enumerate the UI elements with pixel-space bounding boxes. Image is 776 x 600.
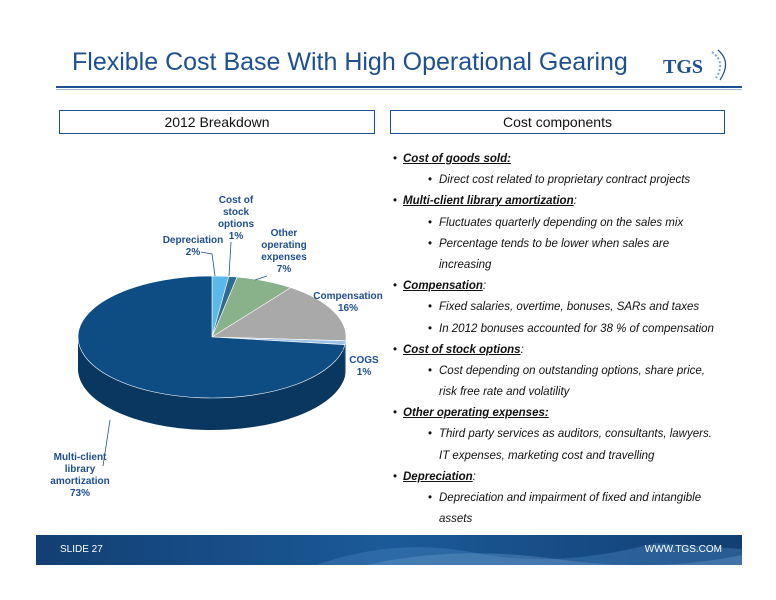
- label-other-operating: Other operating expenses 7%: [261, 228, 307, 275]
- sub-bullet: Third party services as auditors, consul…: [393, 424, 743, 445]
- label-compensation: Compensation 16%: [313, 291, 383, 314]
- leader-stock-options: [228, 241, 232, 277]
- website-url: WWW.TGS.COM: [644, 544, 722, 555]
- leader-multi-client: [102, 419, 111, 467]
- label-cogs: COGS 1%: [349, 355, 379, 378]
- sub-bullet: Depreciation and impairment of fixed and…: [393, 488, 743, 509]
- sub-bullet: Cost depending on outstanding options, s…: [393, 361, 743, 382]
- bullet-mcla: Multi-client library amortization:: [393, 191, 743, 212]
- title-rule: [56, 86, 742, 88]
- logo-text: TGS: [663, 56, 703, 78]
- label-multi-client: Multi-client library amortization 73%: [50, 452, 110, 499]
- sub-bullet-continuation: increasing: [439, 258, 492, 271]
- leader-depreciation: [200, 251, 216, 277]
- sub-bullet-continuation: IT expenses, marketing cost and travelli…: [439, 449, 655, 462]
- footer-background: [36, 535, 742, 565]
- label-stock-options: Cost of stock options 1%: [217, 195, 255, 242]
- tgs-logo: TGS: [663, 49, 727, 81]
- pie-slice-compensation: [211, 287, 347, 342]
- sub-bullet: In 2012 bonuses accounted for 38 % of co…: [393, 319, 743, 340]
- bullet-compensation: Compensation:: [393, 276, 743, 297]
- pie-slice-multi-client-library-amortization: [77, 275, 346, 399]
- components-label: Cost components: [503, 114, 612, 130]
- sub-bullet: Fluctuates quarterly depending on the sa…: [393, 213, 743, 234]
- sub-bullet-continuation: assets: [439, 513, 473, 526]
- sub-bullet-continuation: risk free rate and volatility: [439, 386, 570, 399]
- bullet-depreciation: Depreciation:: [393, 467, 743, 488]
- bullet-cogs: Cost of goods sold:: [393, 149, 743, 170]
- breakdown-label: 2012 Breakdown: [164, 114, 270, 130]
- pie-side-multi-client-library-amortization: [78, 337, 345, 430]
- pie-side-cogs: [344, 340, 346, 377]
- footer-bar: SLIDE 27 WWW.TGS.COM: [36, 535, 742, 565]
- breakdown-box: 2012 Breakdown: [59, 110, 375, 134]
- sub-bullet: Direct cost related to proprietary contr…: [393, 170, 743, 191]
- leader-other: [254, 275, 268, 281]
- cost-components-list: Cost of goods sold: Direct cost related …: [393, 149, 743, 530]
- leader-cogs: [339, 344, 346, 355]
- bullet-stock-options: Cost of stock options:: [393, 340, 743, 361]
- bullet-other-operating: Other operating expenses:: [393, 403, 743, 424]
- slide-title: Flexible Cost Base With High Operational…: [72, 48, 628, 76]
- sub-bullet: Percentage tends to be lower when sales …: [393, 234, 743, 255]
- components-box: Cost components: [390, 110, 725, 134]
- title-rule-thin: [56, 89, 742, 90]
- label-depreciation: Depreciation 2%: [162, 235, 224, 258]
- sub-bullet: Fixed salaries, overtime, bonuses, SARs …: [393, 297, 743, 318]
- slide-number: SLIDE 27: [60, 544, 103, 555]
